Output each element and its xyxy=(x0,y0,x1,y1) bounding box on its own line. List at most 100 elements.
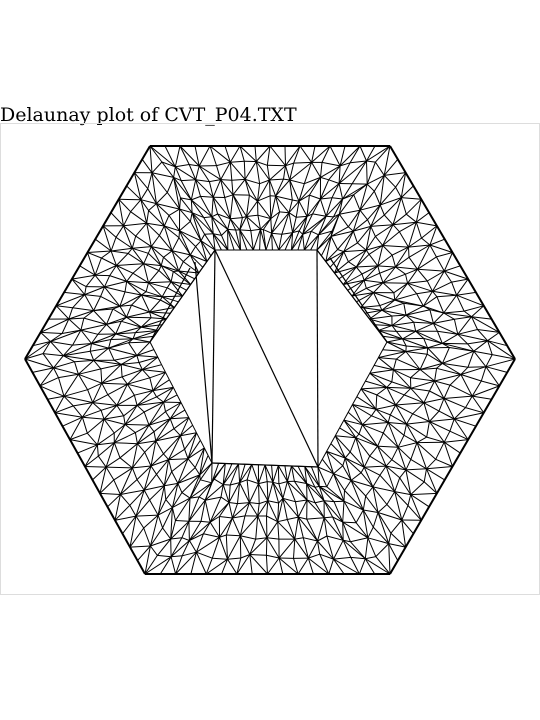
mesh-edge xyxy=(383,214,394,226)
mesh-edge xyxy=(370,224,394,227)
mesh-edge xyxy=(471,316,478,330)
mesh-edge xyxy=(77,444,98,454)
mesh-edge xyxy=(63,355,94,361)
mesh-edge xyxy=(150,465,157,475)
mesh-edge xyxy=(271,232,282,235)
mesh-edge xyxy=(306,483,325,502)
mesh-edge xyxy=(131,304,150,313)
mesh-edge xyxy=(282,498,288,520)
mesh-edge xyxy=(179,230,191,256)
mesh-edge xyxy=(379,299,395,307)
mesh-edge xyxy=(457,329,478,335)
mesh-edge xyxy=(284,465,288,482)
mesh-edge xyxy=(427,342,443,349)
mesh-edge xyxy=(417,244,431,270)
mesh-edge xyxy=(143,263,160,271)
mesh-edge xyxy=(169,409,186,420)
mesh-edge xyxy=(224,194,234,198)
mesh-edge xyxy=(343,242,358,253)
mesh-edge xyxy=(40,332,51,342)
mesh-edge xyxy=(342,521,369,539)
mesh-edge xyxy=(189,496,200,499)
mesh-edge xyxy=(311,145,331,163)
mesh-edge xyxy=(151,161,163,174)
mesh-edge xyxy=(227,558,238,575)
mesh-edge xyxy=(408,222,417,248)
mesh-edge xyxy=(246,195,250,217)
mesh-edge xyxy=(296,215,308,218)
mesh-edge xyxy=(227,228,236,231)
mesh-edge xyxy=(471,316,500,333)
mesh-edge xyxy=(383,145,391,176)
mesh-edge xyxy=(400,185,414,198)
mesh-edge xyxy=(212,233,229,251)
mesh-edge xyxy=(297,516,318,542)
mesh-edge xyxy=(295,201,300,218)
mesh-edge xyxy=(239,515,259,537)
mesh-edge xyxy=(373,292,381,306)
mesh-edge xyxy=(106,466,133,469)
mesh-edge xyxy=(135,499,150,517)
mesh-edge xyxy=(239,216,247,231)
mesh-edge xyxy=(399,477,412,495)
mesh-edge xyxy=(375,408,389,423)
mesh-edge xyxy=(342,522,344,541)
mesh-edge xyxy=(394,293,417,301)
mesh-edge xyxy=(102,225,117,238)
mesh-edge xyxy=(436,252,453,258)
mesh-edge xyxy=(257,179,270,202)
mesh-edge xyxy=(126,281,142,296)
mesh-edge xyxy=(416,436,427,444)
mesh-edge xyxy=(378,330,397,332)
mesh-edge xyxy=(174,166,182,181)
mesh-edge xyxy=(443,398,466,409)
mesh-edge xyxy=(373,282,384,293)
mesh-edge xyxy=(391,447,399,460)
mesh-edge xyxy=(272,465,279,483)
mesh-edge xyxy=(178,261,184,272)
mesh-edge xyxy=(405,198,422,215)
mesh-edge xyxy=(124,281,128,292)
mesh-edge xyxy=(471,316,492,320)
mesh-edge xyxy=(330,226,349,237)
mesh-edge xyxy=(456,278,469,296)
mesh-edge xyxy=(184,409,190,418)
mesh-edge xyxy=(397,446,412,460)
mesh-edge xyxy=(293,558,299,575)
mesh-edge xyxy=(179,221,191,232)
mesh-edge xyxy=(355,522,369,539)
mesh-edge xyxy=(156,203,170,216)
mesh-edge xyxy=(272,481,280,485)
mesh-edge xyxy=(239,229,251,232)
mesh-edge xyxy=(333,540,344,560)
mesh-edge xyxy=(200,233,206,242)
mesh-edge xyxy=(180,402,186,411)
mesh-edge xyxy=(110,333,117,340)
mesh-edge xyxy=(257,215,261,230)
mesh-edge xyxy=(119,304,132,307)
mesh-edge xyxy=(289,162,295,181)
mesh-edge xyxy=(146,223,152,247)
mesh-edge xyxy=(406,423,427,438)
mesh-edge xyxy=(242,216,247,219)
mesh-edge xyxy=(133,338,151,343)
mesh-edge xyxy=(306,483,316,488)
mesh-edge xyxy=(377,349,384,358)
mesh-edge xyxy=(108,347,115,361)
mesh-edge xyxy=(101,257,117,266)
mesh-edge xyxy=(267,481,273,483)
mesh-edge xyxy=(226,534,241,537)
mesh-edge xyxy=(267,482,274,501)
mesh-edge xyxy=(311,162,321,178)
mesh-edge xyxy=(266,145,271,166)
mesh-edge xyxy=(103,418,115,434)
mesh-edge xyxy=(50,341,64,357)
mesh-edge xyxy=(227,218,231,230)
mesh-edge xyxy=(397,442,418,448)
mesh-edge xyxy=(363,455,371,468)
mesh-edge xyxy=(405,213,417,223)
mesh-edge xyxy=(417,268,445,272)
mesh-edge xyxy=(87,250,112,253)
mesh-edge xyxy=(263,229,272,234)
mesh-edge xyxy=(140,199,157,205)
